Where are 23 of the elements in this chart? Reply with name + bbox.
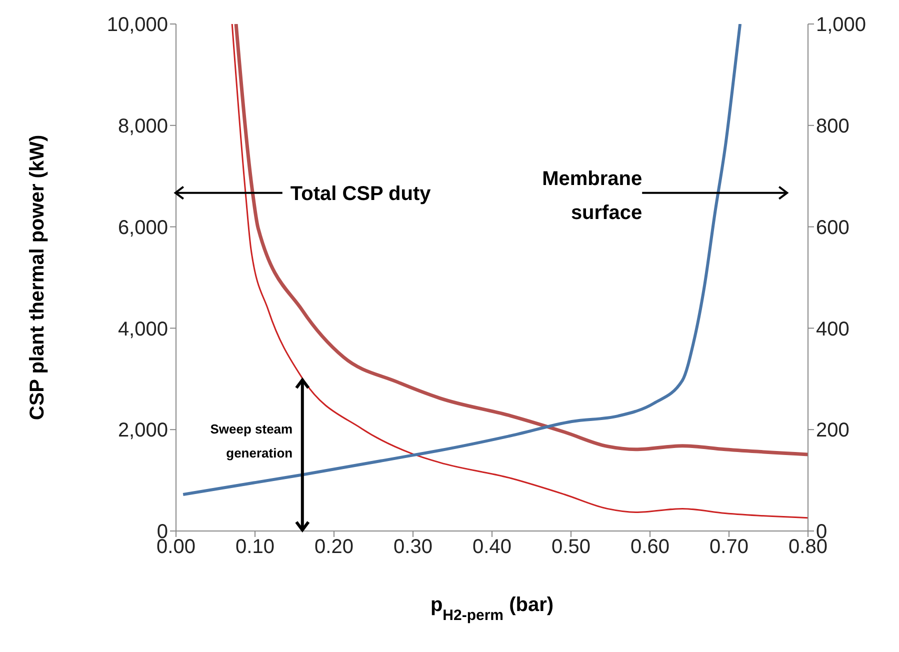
x-tick-label: 0.30	[394, 536, 432, 558]
y2-tick-label: 400	[816, 318, 850, 340]
x-tick-label: 0.10	[236, 536, 274, 558]
y-tick-label: 4,000	[118, 318, 168, 340]
x-tick-label: 0.50	[552, 536, 590, 558]
y-tick-label: 2,000	[118, 420, 168, 442]
y2-tick-label: 600	[816, 216, 850, 239]
y-axis-title: CSP plant thermal power (kW)	[26, 134, 48, 420]
x-tick-label: 0.40	[472, 536, 512, 558]
y-tick-label: 10,000	[106, 14, 168, 36]
y2-tick-label: 1,000	[816, 14, 866, 36]
annotation: Total CSP duty	[290, 182, 432, 205]
x-tick-label: 0.60	[630, 536, 670, 558]
x-axis-title: p$_{H2-perm}$ (bar)	[430, 594, 554, 624]
y2-tick-label: 200	[816, 420, 850, 442]
annotation: Sweep steam generation	[210, 422, 293, 461]
line-series	[182, 24, 742, 496]
y-tick-label: 8,000	[118, 116, 168, 138]
y2-tick-label: 800	[816, 116, 850, 138]
x-tick-label: 0.70	[710, 536, 748, 558]
y-tick-label: 6,000	[118, 216, 168, 239]
x-tick-label: 0.20	[314, 536, 354, 558]
annotation: Membrane surface	[542, 168, 642, 224]
